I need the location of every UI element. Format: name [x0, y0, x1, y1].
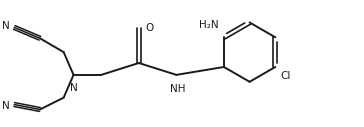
- Text: H₂N: H₂N: [199, 20, 219, 30]
- Text: N: N: [70, 83, 78, 93]
- Text: N: N: [3, 101, 10, 110]
- Text: N: N: [3, 21, 10, 31]
- Text: Cl: Cl: [280, 71, 290, 81]
- Text: O: O: [146, 23, 154, 33]
- Text: NH: NH: [170, 84, 185, 94]
